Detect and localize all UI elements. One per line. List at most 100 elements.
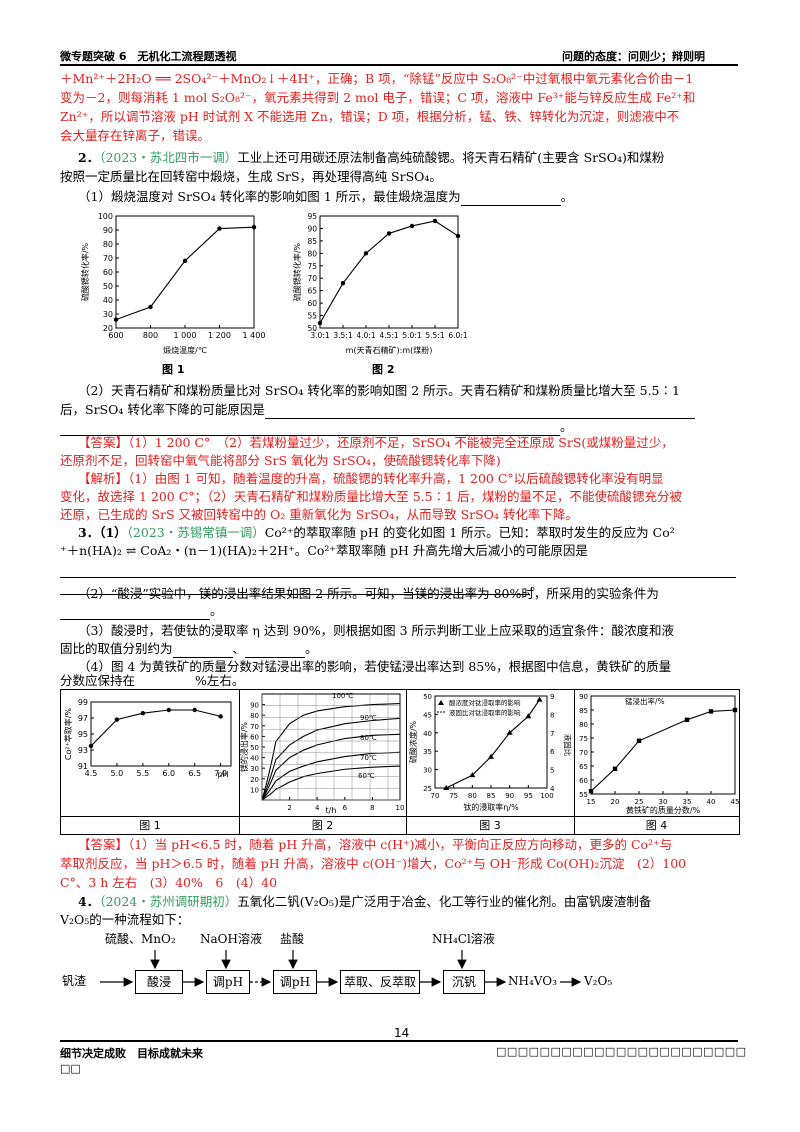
data-point [455,233,461,239]
intermediate-product: NH₄VO₃ [508,974,557,988]
step-acid-leach: 酸浸 [135,970,183,994]
figure-2-chart: 50 55 60 65 70 75 80 85 90 95 3.0:1 3.5:1 4.0:1 4.5:1… [292,212,468,355]
y-tick-label: 40 [250,755,259,763]
answer-2-line-1: 【答案】（1）1 200 C° （2）若煤粉量过少，还原剂不足，SrSO₄ 不能… [78,435,674,450]
x-tick-label: 25 [635,798,644,806]
y-tick-label: 10 [250,786,259,794]
y-axis-label: 硫酸锶转化率/% [80,242,90,301]
y-tick-label: 25 [423,785,432,793]
x-tick-label: 1 200 [208,331,231,340]
x-tick-label: 90 [505,792,514,800]
step-adjust-ph-1: 调pH [206,970,250,994]
data-point [192,707,197,713]
analysis-2-line-3: 还原，已生成的 SrS 又被回转窑中的 O₂ 重新氧化为 SrSO₄，从而导致 … [60,507,578,522]
divider [574,690,575,834]
question-text: 五氧化二钒(V₂O₅)是广泛用于冶金、化工等行业的催化剂。由富钒废渣制备 [237,894,652,909]
data-point [88,743,94,749]
x-tick-label: 6 [343,804,348,812]
divider [406,690,407,834]
answer-blank[interactable] [135,672,196,690]
y-axis-label: Co²⁺萃取率/% [63,708,73,761]
question-3-line-1: 3．（1）（2023・苏锡常镇一调）Co²⁺的萃取率随 pH 的变化如图 1 所… [78,524,738,541]
y-axis-label: 硫酸锶转化率/% [292,242,302,301]
y-axis-label: 锰浸出率/% [625,696,665,706]
data-point [469,772,476,778]
answer-blank[interactable] [264,401,695,419]
answer-blank[interactable] [245,640,306,658]
x-tick-label: 5.0 [111,769,124,778]
x-tick-label: 100 [540,792,553,800]
y-tick-label: 85 [307,237,317,246]
analysis-2-line-1: 【解析】（1）由图 1 可知，随着温度的升高，硫酸锶的转化率升高，1 200 C… [78,471,664,486]
y2-tick-label: 4 [550,785,555,793]
figure-caption: 图 1 [139,819,161,832]
answer-blank-row [60,560,738,578]
plot-frame [590,695,736,795]
y-tick-label: 30 [423,767,432,775]
y-tick-label: 100 [98,212,113,221]
y-tick-label: 65 [579,763,588,771]
y-tick-label: 65 [307,287,317,296]
question-text: 工业上还可用碳还原法制备高纯硫酸锶。将天青石精矿(主要含 SrSO₄)和煤粉 [237,150,665,165]
start-material: 钒渣 [62,974,87,988]
question-2-part-1: （1）煅烧温度对 SrSO₄ 转化率的影响如图 1 所示，最佳煅烧温度为 。 [78,188,574,206]
answer-blank[interactable] [460,188,561,206]
y-tick-label: 55 [579,791,588,799]
y2-tick-label: 8 [550,711,554,719]
data-point [612,766,618,771]
answer-line-4: 会大量存在锌离子，错误。 [60,128,211,143]
x-tick-label: 3.5:1 [333,331,352,340]
series-line [90,709,221,747]
data-point [114,717,120,722]
question-text: Co²⁺的萃取率随 pH 的变化如图 1 所示。已知：萃取时发生的反应为 Co² [264,525,675,540]
answer-line-3: Zn²⁺，所以调节溶液 pH 时试剂 X 不能选用 Zn，错误；D 项，根据分析… [60,109,680,124]
y-tick-label: 60 [250,733,259,741]
data-point [708,709,714,714]
question-number: 3．（1） [78,525,127,540]
answer-line-1: ＋Mn²⁺＋2H₂O ══ 2SO₄²⁻＋MnO₂↓＋4H⁺，正确；B 项，“除… [60,71,694,86]
answer-blank[interactable] [60,560,736,578]
x-tick-label: 2 [287,804,291,812]
data-point [140,711,146,716]
y-tick-label: 70 [103,254,113,263]
y-tick-label: 60 [307,299,317,308]
y-tick-label: 75 [307,262,317,271]
y-tick-label: 30 [250,765,259,773]
y-axis-label: 镁的浸出率/% [240,721,249,772]
x-tick-label: 5.0:1 [402,331,421,340]
data-point [636,738,642,743]
x-tick-label: 600 [108,331,123,340]
x-axis-label: pH [217,770,228,779]
answer-blank[interactable] [172,640,233,658]
answer-blank[interactable] [60,418,560,436]
y-tick-label: 50 [307,324,317,333]
analysis-2-line-2: 变化，故选择 1 200 C°；（2）天青石精矿和煤粉质量比增大至 5.5∶1 … [60,489,683,504]
answer-3-line-3: C°、3 h 左右 (3）40% 6 (4）40 [60,875,278,890]
y-tick-label: 80 [307,249,317,258]
x-axis-label: m(天青石精矿):m(煤粉) [346,345,433,355]
x-axis-label: 钛的浸取率η/% [463,802,519,812]
step-extraction: 萃取、反萃取 [340,970,420,994]
x-axis-label: 黄铁矿的质量分数/% [626,805,701,815]
x-tick-label: 5.5:1 [425,331,444,340]
process-flowchart: 硫酸、MnO₂ NaOH溶液 盐酸 NH₄Cl溶液 钒渣 酸浸 调pH 调pH … [60,928,720,1008]
y-tick-label: 50 [103,282,113,291]
x-tick-label: 95 [524,792,533,800]
question-source: （2023・苏北四市一调） [99,150,238,165]
footer-left: 细节决定成败 目标成就未来 [60,1047,203,1060]
x-tick-label: 3.0:1 [310,331,329,340]
y2-tick-label: 9 [550,693,554,701]
step-adjust-ph-2: 调pH [273,970,317,994]
x-tick-label: 4.0:1 [356,331,375,340]
figure-table: 图 1 图 2 图 3 图 4 91 93 95 97 99 4.5 5.0 5.5 6.0 6.… [60,689,740,835]
answer-blank[interactable] [60,577,530,595]
data-point [588,789,594,794]
header-right: 问题的态度：问则少；辩则明 [562,50,705,63]
answer-blank-row: 。 [60,577,738,595]
x-tick-label: 85 [487,792,496,800]
series-line [445,699,540,789]
y-tick-label: 40 [103,296,113,305]
question-2-part-2: （2）天青石精矿和煤粉质量比对 SrSO₄ 转化率的影响如图 2 所示。天青石精… [78,383,680,398]
answer-blank-row: 。 [60,602,738,620]
answer-blank[interactable] [60,602,210,620]
